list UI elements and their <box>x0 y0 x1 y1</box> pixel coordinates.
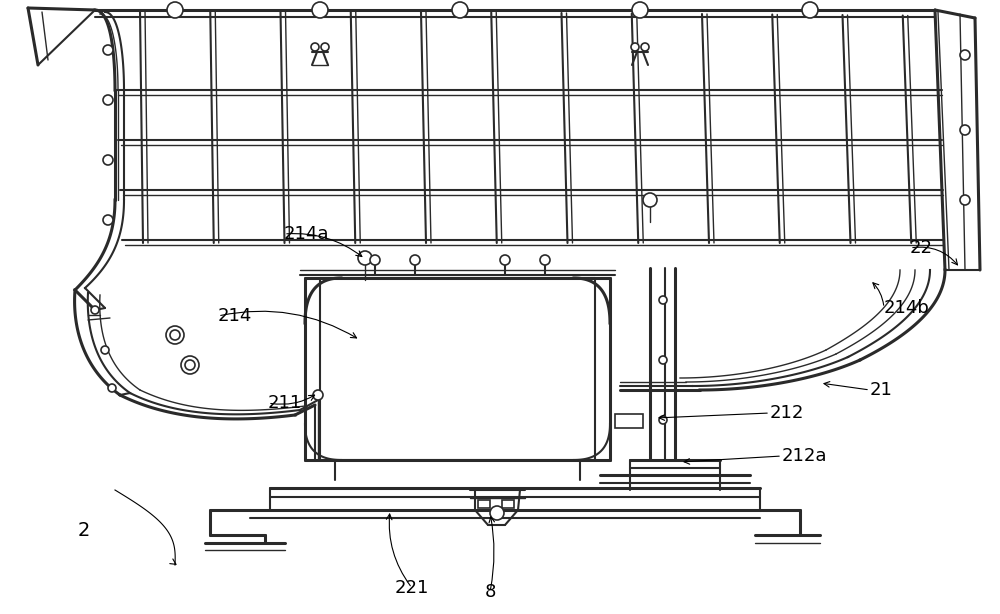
Circle shape <box>312 2 328 18</box>
Text: 211: 211 <box>268 394 302 412</box>
Circle shape <box>181 356 199 374</box>
Circle shape <box>659 356 667 364</box>
Circle shape <box>321 43 329 51</box>
Text: 214: 214 <box>218 307 252 325</box>
Circle shape <box>410 255 420 265</box>
Circle shape <box>540 255 550 265</box>
Circle shape <box>452 2 468 18</box>
Circle shape <box>659 296 667 304</box>
Circle shape <box>641 43 649 51</box>
Circle shape <box>91 306 99 314</box>
Circle shape <box>103 45 113 55</box>
Text: 214a: 214a <box>284 225 330 243</box>
Text: 221: 221 <box>395 579 429 597</box>
Circle shape <box>960 195 970 205</box>
Text: 212a: 212a <box>782 447 827 465</box>
Circle shape <box>358 251 372 265</box>
Text: 21: 21 <box>870 381 893 399</box>
Circle shape <box>167 2 183 18</box>
Circle shape <box>311 43 319 51</box>
Circle shape <box>631 43 639 51</box>
Circle shape <box>185 360 195 370</box>
Circle shape <box>490 506 504 520</box>
Circle shape <box>103 95 113 105</box>
Bar <box>502 500 514 508</box>
Circle shape <box>313 390 323 400</box>
Circle shape <box>103 215 113 225</box>
Circle shape <box>170 330 180 340</box>
Text: 2: 2 <box>78 521 90 540</box>
Circle shape <box>802 2 818 18</box>
Bar <box>478 500 490 508</box>
Circle shape <box>500 255 510 265</box>
Circle shape <box>103 155 113 165</box>
Circle shape <box>101 346 109 354</box>
Text: 212: 212 <box>770 404 804 422</box>
Circle shape <box>659 416 667 424</box>
Circle shape <box>632 2 648 18</box>
Circle shape <box>370 255 380 265</box>
Bar <box>615 414 643 428</box>
Circle shape <box>960 125 970 135</box>
Text: 8: 8 <box>484 583 496 601</box>
Text: 214b: 214b <box>884 299 930 317</box>
Text: 22: 22 <box>910 239 933 257</box>
Circle shape <box>960 50 970 60</box>
Circle shape <box>166 326 184 344</box>
Circle shape <box>108 384 116 392</box>
Circle shape <box>643 193 657 207</box>
